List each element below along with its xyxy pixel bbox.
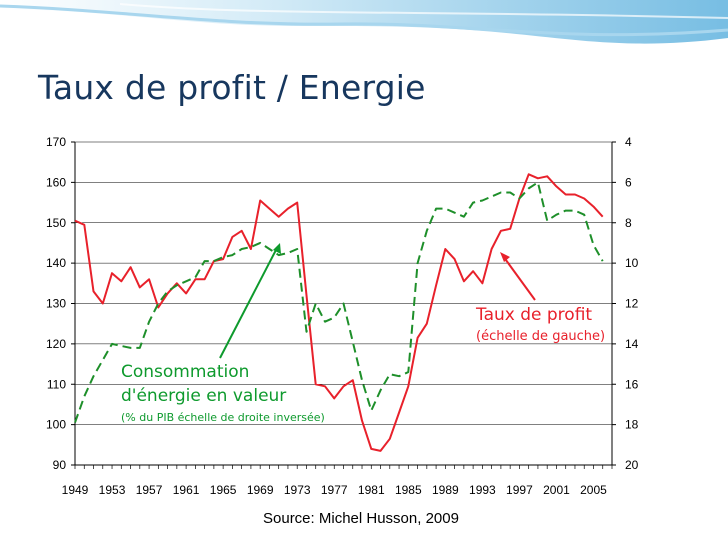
profit-annotation: Taux de profit (échelle de gauche) (475, 252, 605, 344)
x-tick-label: 1949 (62, 483, 89, 497)
profit-annotation-title: Taux de profit (475, 305, 592, 325)
x-tick-label: 1965 (210, 483, 237, 497)
slide-title: Taux de profit / Energie (38, 68, 426, 107)
x-tick-label: 1997 (506, 483, 533, 497)
x-tick-label: 1973 (284, 483, 311, 497)
energy-annotation: Consommation d'énergie en valeur (% du P… (121, 243, 325, 424)
y-left-tick-label: 140 (46, 256, 66, 270)
source-caption: Source: Michel Husson, 2009 (263, 510, 459, 527)
profit-annotation-arrow (502, 255, 536, 301)
profit-annotation-subtitle: (échelle de gauche) (476, 329, 605, 344)
y-right-tick-label: 4 (625, 135, 632, 149)
energy-annotation-arrow (219, 247, 278, 359)
x-tick-label: 1981 (358, 483, 385, 497)
x-tick-label: 2001 (543, 483, 570, 497)
y-right-tick-label: 8 (625, 216, 632, 230)
y-right-tick-label: 6 (625, 175, 632, 189)
energy-annotation-subtitle: d'énergie en valeur (121, 386, 286, 406)
chart-axes: 90 20 100 18 110 16 120 14 130 12 140 10 150 8 160 6 170… (46, 135, 639, 497)
x-tick-label: 1969 (247, 483, 274, 497)
y-left-tick-label: 100 (46, 418, 66, 432)
profit-rate-series-line (74, 173, 604, 452)
x-tick-label: 1957 (136, 483, 163, 497)
energy-arrowhead-icon (273, 243, 281, 254)
energy-annotation-title: Consommation (121, 362, 249, 382)
y-left-tick-label: 90 (53, 458, 67, 472)
y-left-tick-label: 130 (46, 297, 66, 311)
y-right-tick-label: 14 (625, 337, 639, 351)
series-lines (74, 173, 604, 452)
y-right-tick-label: 10 (625, 256, 639, 270)
y-left-tick-label: 170 (46, 135, 66, 149)
y-right-tick-label: 16 (625, 377, 639, 391)
x-tick-label: 1961 (173, 483, 200, 497)
y-left-tick-label: 110 (47, 377, 66, 391)
x-tick-label: 1985 (395, 483, 422, 497)
y-right-tick-label: 12 (625, 297, 639, 311)
y-right-tick-label: 20 (625, 458, 639, 472)
x-tick-label: 1953 (99, 483, 126, 497)
y-left-tick-label: 120 (46, 337, 66, 351)
x-tick-label: 1977 (321, 483, 348, 497)
energy-consumption-series-line (74, 181, 604, 423)
x-tick-label: 1993 (469, 483, 496, 497)
x-tick-label: 1989 (432, 483, 459, 497)
x-tick-label: 2005 (580, 483, 607, 497)
profit-arrowhead-icon (500, 252, 510, 262)
y-left-tick-label: 160 (46, 175, 66, 189)
header-wave-decoration (0, 0, 728, 44)
y-right-tick-label: 18 (625, 418, 639, 432)
energy-annotation-note: (% du PIB échelle de droite inversée) (121, 411, 325, 424)
y-left-tick-label: 150 (46, 216, 66, 230)
